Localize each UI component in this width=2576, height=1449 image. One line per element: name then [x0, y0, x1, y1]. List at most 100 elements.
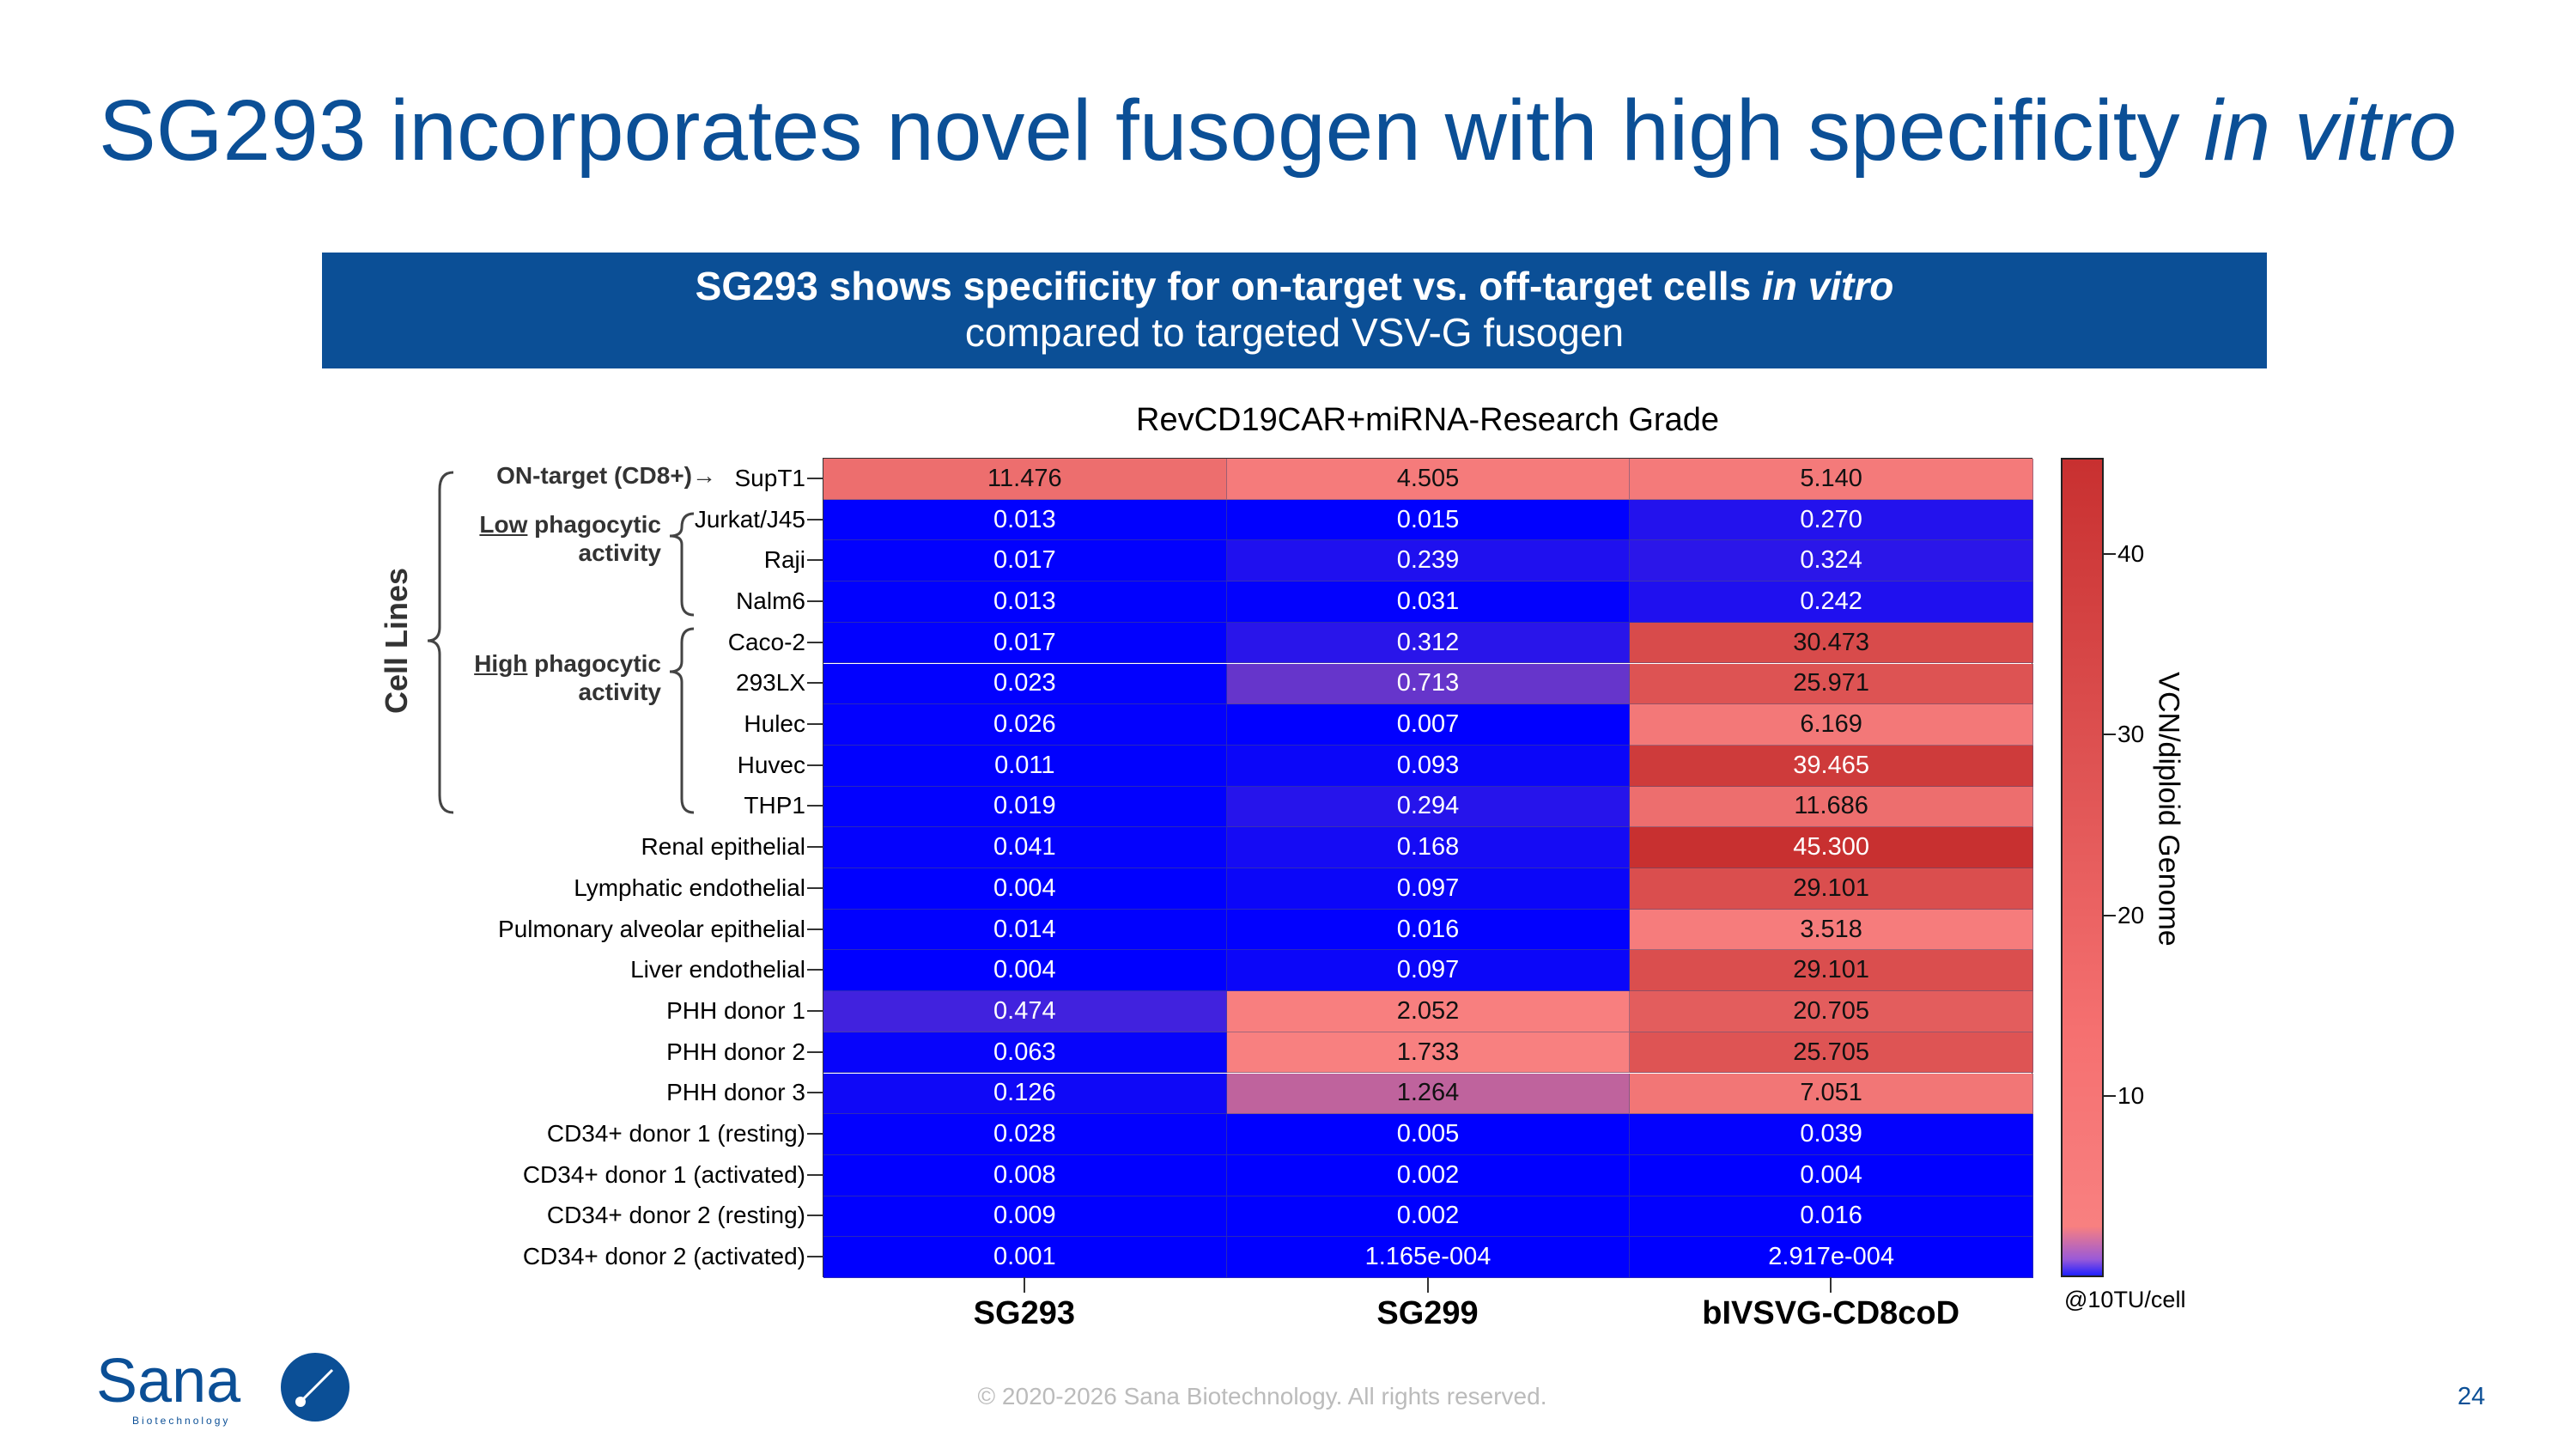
heatmap-cell: 25.971 — [1630, 663, 2033, 705]
heatmap-cell: 0.011 — [823, 745, 1227, 787]
heatmap-cell: 0.294 — [1226, 786, 1631, 828]
row-tick — [807, 723, 823, 726]
heatmap-cell: 0.017 — [823, 622, 1227, 664]
column-label: SG293 — [973, 1295, 1075, 1331]
heatmap-cell: 0.023 — [823, 663, 1227, 705]
sana-logo: Sana Biotechnology — [96, 1349, 349, 1427]
banner-line2: compared to targeted VSV-G fusogen — [964, 310, 1625, 355]
heatmap-cell: 0.097 — [1226, 868, 1631, 910]
high-word: High — [474, 650, 528, 677]
high-line2: activity — [578, 679, 662, 705]
row-tick — [807, 928, 823, 930]
low-phagocytic-label: Low phagocytic activity — [429, 510, 661, 567]
row-tick — [807, 1009, 823, 1012]
row-tick — [807, 969, 823, 971]
heatmap-cell: 0.026 — [823, 704, 1227, 746]
heatmap-cell: 0.126 — [823, 1073, 1227, 1115]
heatmap-cell: 20.705 — [1630, 991, 2033, 1032]
cell-lines-brace — [427, 471, 454, 814]
heatmap-cell: 1.733 — [1226, 1032, 1631, 1074]
heatmap-cell: 3.518 — [1630, 909, 2033, 951]
heatmap-cell: 0.015 — [1226, 499, 1631, 541]
heatmap-cell: 0.041 — [823, 827, 1227, 868]
column-label: bIVSVG-CD8coD — [1702, 1295, 1960, 1331]
heatmap-cell: 0.002 — [1226, 1196, 1631, 1238]
page-number: 24 — [2458, 1383, 2486, 1410]
heatmap-cell: 0.014 — [823, 909, 1227, 951]
heatmap-cell: 0.009 — [823, 1196, 1227, 1238]
row-label: PHH donor 1 — [666, 996, 805, 1024]
row-label: Jurkat/J45 — [694, 505, 805, 533]
heatmap-cell: 0.713 — [1226, 663, 1631, 705]
title-italic: in vitro — [2203, 82, 2457, 179]
row-label: CD34+ donor 2 (activated) — [522, 1243, 805, 1270]
heatmap-cell: 39.465 — [1630, 745, 2033, 787]
svg-text:Sana: Sana — [96, 1349, 241, 1416]
row-tick — [807, 764, 823, 766]
heatmap-cell: 0.017 — [823, 540, 1227, 582]
row-label: Nalm6 — [736, 587, 805, 614]
heatmap-cell: 2.052 — [1226, 991, 1631, 1032]
heatmap-cell: 0.031 — [1226, 581, 1631, 623]
heatmap-cell: 0.474 — [823, 991, 1227, 1032]
colorbar-tick — [2104, 1095, 2116, 1098]
low-rest: phagocytic — [527, 511, 661, 538]
heatmap-cell: 0.016 — [1630, 1196, 2033, 1238]
heatmap-cell: 7.051 — [1630, 1073, 2033, 1115]
heatmap-cell: 0.004 — [823, 868, 1227, 910]
row-tick — [807, 1256, 823, 1258]
heatmap-cell: 0.097 — [1226, 950, 1631, 992]
low-line2: activity — [578, 539, 662, 566]
svg-text:Biotechnology: Biotechnology — [132, 1415, 230, 1427]
high-brace — [669, 627, 695, 814]
row-label: PHH donor 2 — [666, 1038, 805, 1065]
row-tick — [807, 1050, 823, 1053]
heatmap-cell: 0.168 — [1226, 827, 1631, 868]
heatmap-cell: 25.705 — [1630, 1032, 2033, 1074]
row-tick — [807, 559, 823, 562]
heatmap-cell: 6.169 — [1630, 704, 2033, 746]
heatmap-cell: 0.312 — [1226, 622, 1631, 664]
colorbar-tick — [2104, 552, 2116, 555]
heatmap-cell: 45.300 — [1630, 827, 2033, 868]
high-rest: phagocytic — [527, 650, 661, 677]
on-target-label: ON-target (CD8+)→ — [496, 462, 716, 489]
colorbar-tick-label: 30 — [2117, 721, 2145, 748]
heatmap-cell: 0.039 — [1630, 1114, 2033, 1155]
row-label: CD34+ donor 1 (activated) — [522, 1160, 805, 1188]
colorbar — [2061, 458, 2104, 1277]
heatmap-cell: 0.016 — [1226, 909, 1631, 951]
heatmap-cell: 0.239 — [1226, 540, 1631, 582]
row-tick — [807, 1173, 823, 1176]
low-word: Low — [479, 511, 528, 538]
row-tick — [807, 641, 823, 643]
heatmap-cell: 1.165e-004 — [1226, 1237, 1631, 1278]
row-tick — [807, 886, 823, 889]
row-label: Renal epithelial — [641, 833, 805, 861]
banner: SG293 shows specificity for on-target vs… — [322, 253, 2267, 368]
heatmap-cell: 0.007 — [1226, 704, 1631, 746]
heatmap-cell: 0.005 — [1226, 1114, 1631, 1155]
heatmap-cell: 0.063 — [823, 1032, 1227, 1074]
chart-title: RevCD19CAR+miRNA-Research Grade — [1136, 402, 1719, 438]
heatmap-cell: 0.008 — [823, 1154, 1227, 1196]
row-label: Lymphatic endothelial — [574, 874, 805, 901]
row-label: 293LX — [736, 669, 805, 697]
row-tick — [807, 846, 823, 849]
heatmap-cell: 5.140 — [1630, 459, 2033, 500]
row-label: CD34+ donor 1 (resting) — [546, 1120, 805, 1148]
slide-title: SG293 incorporates novel fusogen with hi… — [99, 82, 2457, 180]
heatmap-cell: 11.686 — [1630, 786, 2033, 828]
banner-line1-text: SG293 shows specificity for on-target vs… — [695, 264, 1762, 308]
row-label: Caco-2 — [727, 628, 805, 655]
heatmap-cell: 1.264 — [1226, 1073, 1631, 1115]
heatmap-cell: 0.013 — [823, 581, 1227, 623]
row-label: Hulec — [744, 710, 805, 738]
heatmap-cell: 0.001 — [823, 1237, 1227, 1278]
row-label: Pulmonary alveolar epithelial — [498, 915, 805, 942]
heatmap-cell: 11.476 — [823, 459, 1227, 500]
row-label: CD34+ donor 2 (resting) — [546, 1202, 805, 1229]
row-label: Huvec — [737, 751, 805, 778]
heatmap-cell: 29.101 — [1630, 868, 2033, 910]
